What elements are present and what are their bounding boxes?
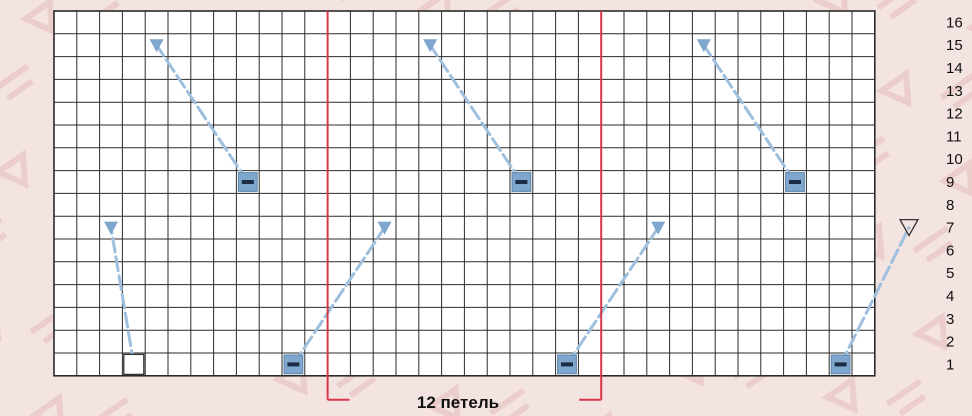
- filled-triangle-icon: [423, 39, 438, 53]
- row-number: 1: [946, 356, 954, 373]
- filled-triangle-icon: [149, 39, 164, 53]
- filled-triangle-icon: [104, 221, 118, 235]
- row-number: 14: [946, 60, 963, 77]
- filled-triangle-icon: [377, 221, 392, 235]
- repeat-label: 12 петель: [417, 393, 499, 412]
- row-number: 16: [946, 14, 963, 31]
- purl-dash-icon: [515, 180, 528, 184]
- cable-line: [155, 43, 250, 184]
- purl-dash-icon: [287, 362, 300, 367]
- stitch-grid: [53, 10, 876, 377]
- row-number: 12: [946, 106, 963, 123]
- row-number: 8: [946, 197, 954, 214]
- purl-dash-icon: [834, 362, 847, 367]
- cable-line: [291, 226, 387, 366]
- purl-stitches: [237, 172, 851, 375]
- row-number: 2: [946, 334, 954, 351]
- purl-dash-icon: [561, 362, 573, 367]
- row-number: 10: [946, 151, 963, 168]
- row-number: 3: [946, 311, 954, 328]
- row-numbers: 16 15 14 13 12 11 10 9 8 7 6 5 4 3 2 1: [946, 14, 963, 373]
- row-number: 11: [946, 128, 962, 145]
- pattern-repeat-markers: [326, 11, 603, 401]
- row-number: 15: [946, 37, 963, 54]
- row-number: 7: [946, 220, 954, 237]
- cable-lines: [104, 39, 920, 376]
- row-number: 5: [946, 265, 954, 282]
- empty-square-icon: [123, 353, 145, 376]
- row-number: 9: [946, 174, 954, 191]
- cable-line: [109, 226, 136, 366]
- cable-line: [428, 43, 523, 184]
- row-number: 13: [946, 83, 963, 100]
- purl-dash-icon: [241, 180, 254, 184]
- cable-line: [702, 43, 797, 184]
- filled-triangle-icon: [651, 221, 666, 235]
- empty-triangle-icon: [898, 218, 920, 237]
- cable-line: [565, 226, 660, 366]
- row-number: 4: [946, 288, 954, 305]
- row-number: 6: [946, 242, 954, 259]
- purl-dash-icon: [789, 180, 801, 184]
- filled-triangle-icon: [696, 39, 711, 53]
- cable-line: [839, 226, 911, 366]
